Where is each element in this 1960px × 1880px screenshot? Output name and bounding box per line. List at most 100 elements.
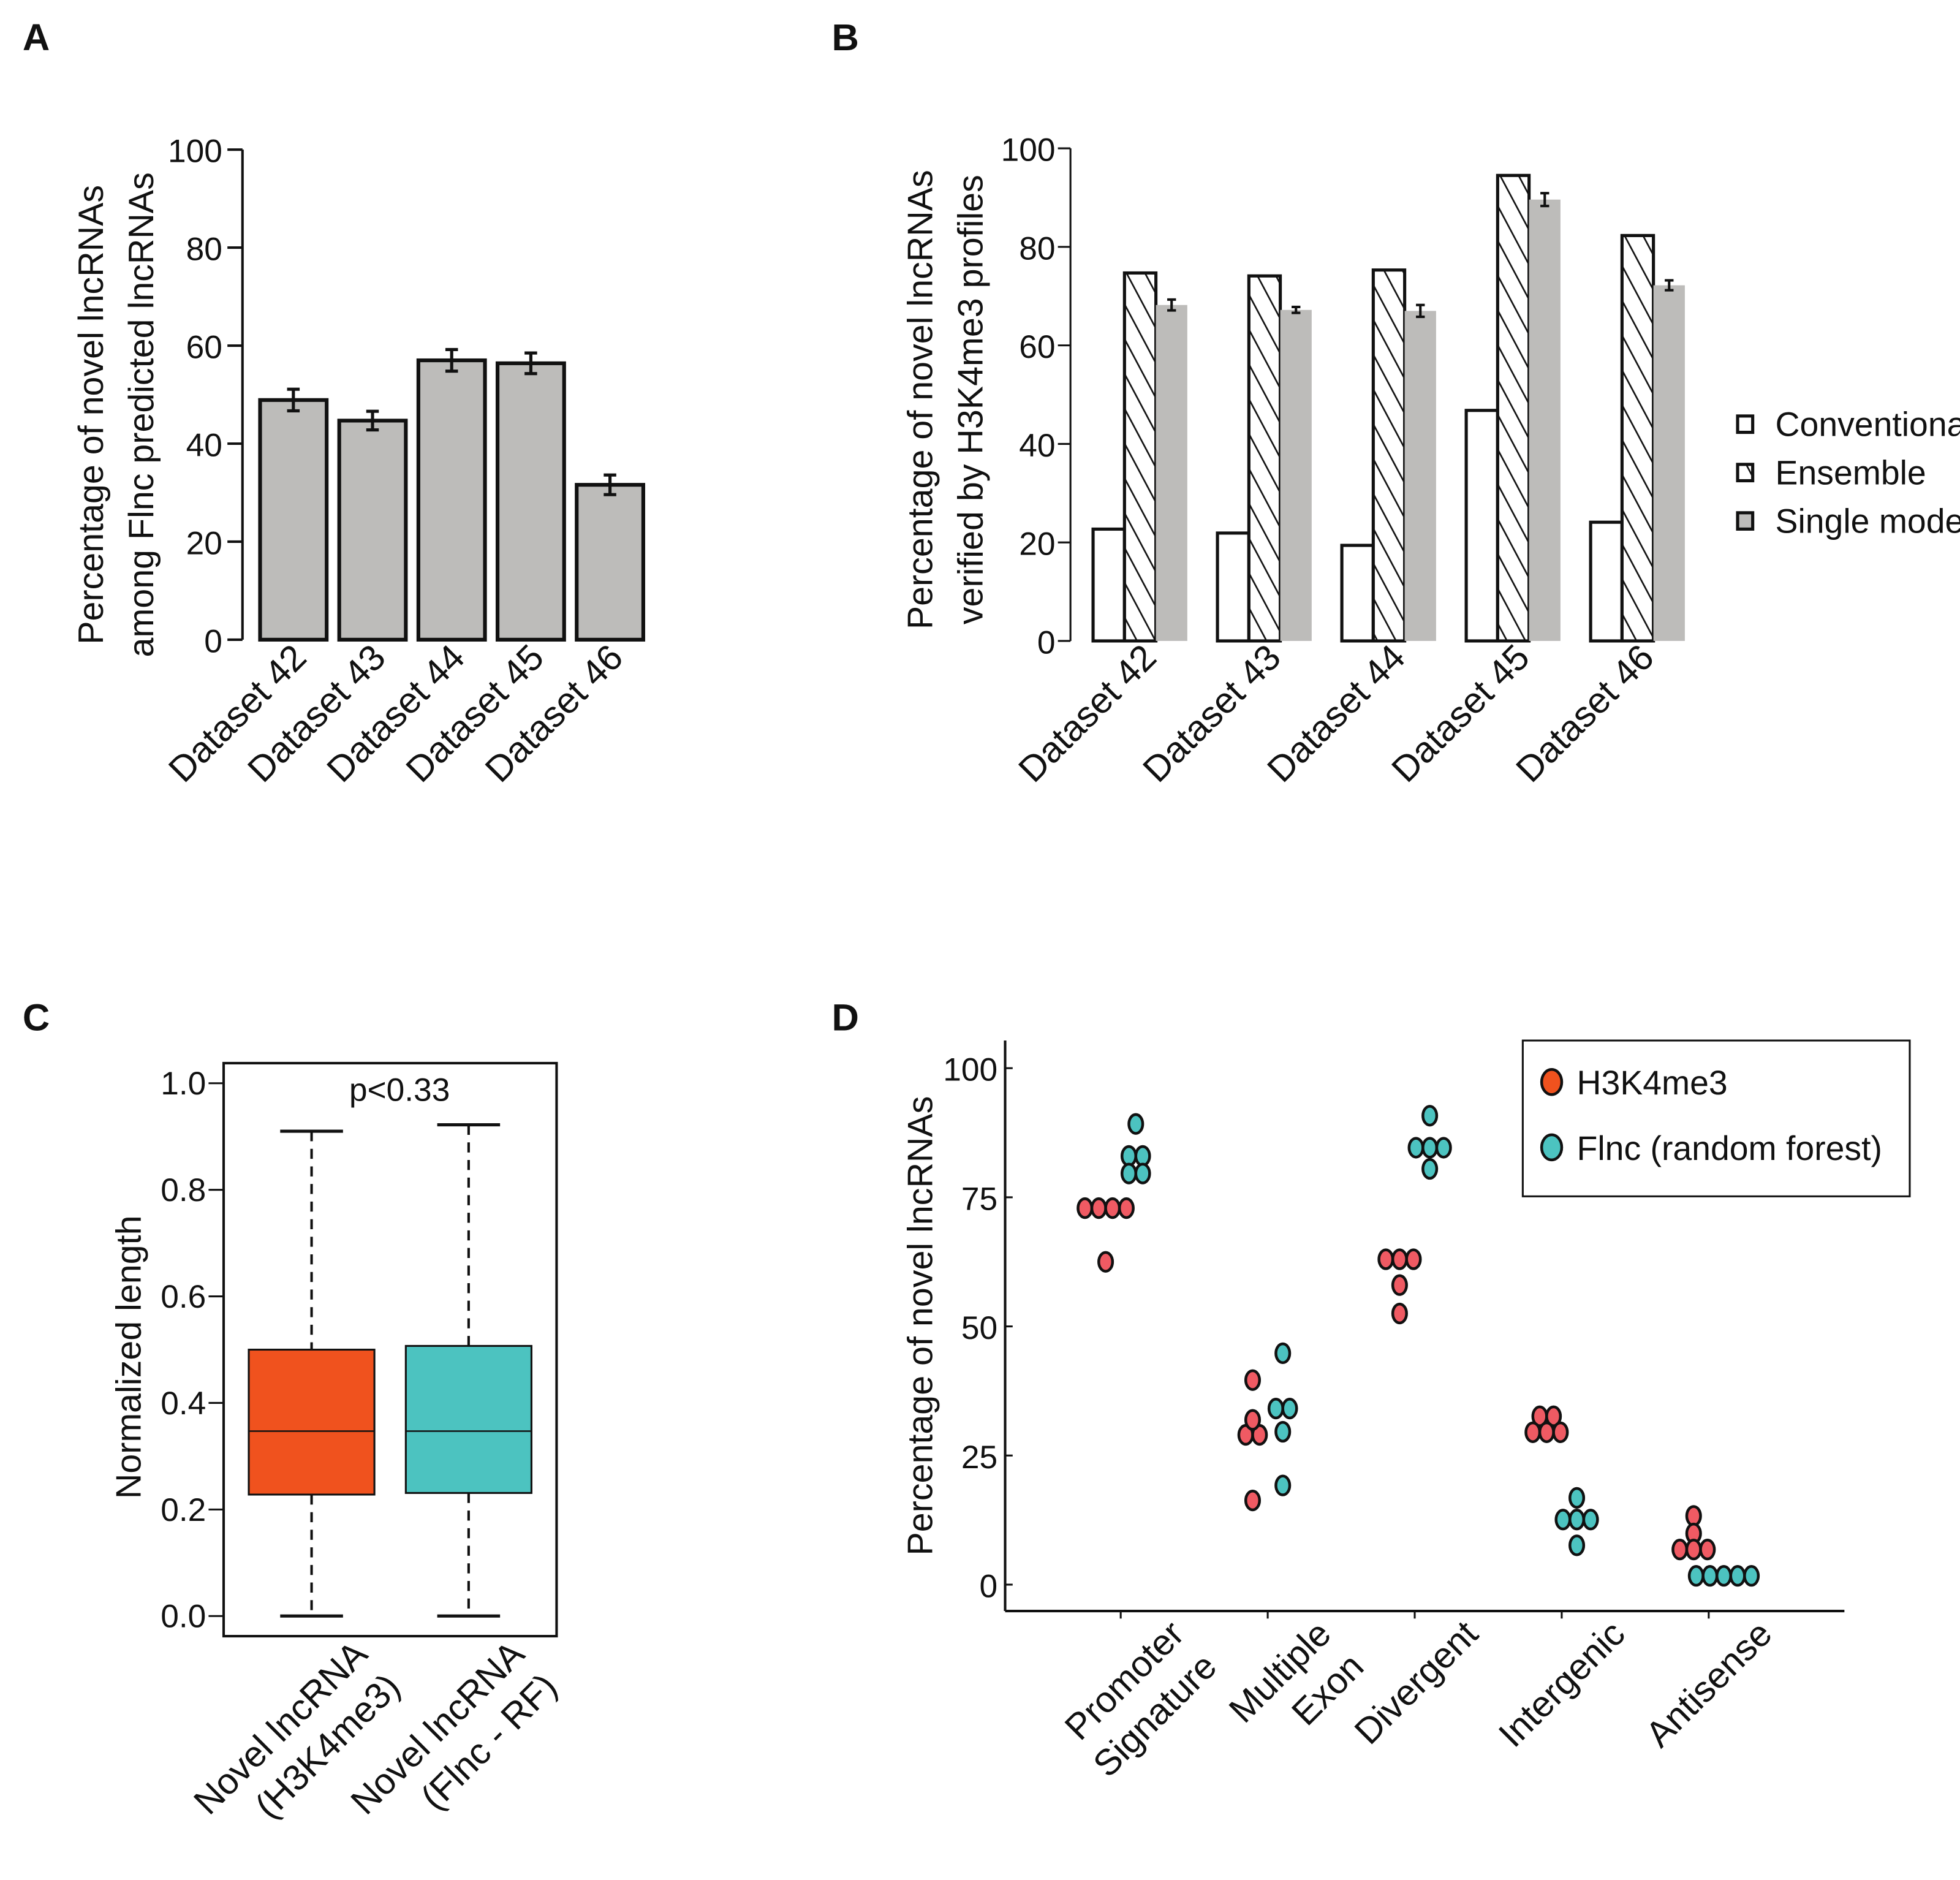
data-point-flnc bbox=[1274, 1342, 1292, 1365]
data-point-flnc bbox=[1435, 1137, 1452, 1159]
y-tick-label: 75 bbox=[961, 1181, 997, 1217]
legend-marker bbox=[1540, 1067, 1564, 1096]
y-tick-label: 80 bbox=[186, 232, 222, 268]
data-point-h3k4me3 bbox=[1377, 1248, 1394, 1270]
panel-label-c: C bbox=[23, 997, 50, 1039]
data-point-h3k4me3 bbox=[1685, 1539, 1702, 1561]
legend-marker bbox=[1540, 1133, 1564, 1162]
y-tick-label: 100 bbox=[943, 1052, 997, 1088]
legend-swatch bbox=[1736, 414, 1755, 434]
data-point-flnc bbox=[1134, 1162, 1151, 1184]
data-point-flnc bbox=[1715, 1565, 1733, 1587]
data-point-flnc bbox=[1407, 1137, 1425, 1159]
bar-single-model bbox=[1156, 305, 1187, 641]
panel-label-d: D bbox=[832, 997, 859, 1039]
y-tick-label: 0.2 bbox=[161, 1492, 206, 1528]
y-tick-label: 60 bbox=[186, 330, 222, 366]
data-point-flnc bbox=[1568, 1509, 1586, 1531]
data-point-h3k4me3 bbox=[1391, 1248, 1408, 1270]
bar-ensemble bbox=[1371, 268, 1407, 643]
data-point-flnc bbox=[1281, 1397, 1298, 1420]
data-point-h3k4me3 bbox=[1090, 1197, 1107, 1219]
bar-conventional bbox=[1340, 544, 1375, 643]
data-point-flnc bbox=[1421, 1137, 1439, 1159]
data-point-flnc bbox=[1743, 1565, 1760, 1587]
data-point-flnc bbox=[1568, 1534, 1586, 1556]
box bbox=[404, 1344, 532, 1494]
data-point-flnc bbox=[1687, 1565, 1705, 1587]
bar-ensemble bbox=[1247, 274, 1282, 643]
bar bbox=[575, 483, 646, 642]
y-axis-label: Percentage of novel lncRNAs bbox=[901, 1096, 940, 1556]
y-tick-label: 100 bbox=[168, 134, 222, 170]
data-point-h3k4me3 bbox=[1244, 1369, 1262, 1391]
bar bbox=[495, 361, 566, 642]
panel-label-b: B bbox=[832, 17, 859, 59]
bar-ensemble bbox=[1122, 271, 1158, 643]
plot-frame bbox=[222, 1061, 558, 1638]
bar-single-model bbox=[1653, 285, 1685, 641]
bar-single-model bbox=[1280, 309, 1312, 641]
data-point-h3k4me3 bbox=[1118, 1197, 1135, 1219]
y-tick-label: 40 bbox=[1019, 428, 1055, 464]
data-point-h3k4me3 bbox=[1076, 1197, 1094, 1219]
data-point-flnc bbox=[1120, 1162, 1138, 1184]
y-tick-label: 100 bbox=[1001, 132, 1056, 169]
data-point-h3k4me3 bbox=[1244, 1489, 1262, 1512]
y-tick-label: 1.0 bbox=[161, 1066, 206, 1102]
y-tick-label: 0 bbox=[1037, 624, 1056, 661]
data-point-flnc bbox=[1127, 1113, 1145, 1135]
y-tick-label: 0.8 bbox=[161, 1172, 206, 1208]
p-value-annotation: p<0.33 bbox=[349, 1072, 450, 1108]
y-tick-label: 20 bbox=[1019, 526, 1055, 563]
legend-label: Conventional bbox=[1776, 406, 1960, 444]
data-point-h3k4me3 bbox=[1524, 1421, 1542, 1443]
bar-single-model bbox=[1404, 311, 1436, 641]
y-tick-label: 80 bbox=[1019, 230, 1055, 267]
data-point-flnc bbox=[1274, 1474, 1292, 1496]
y-tick-label: 0.0 bbox=[161, 1599, 206, 1635]
y-tick-label: 0.6 bbox=[161, 1279, 206, 1315]
bar bbox=[258, 398, 329, 642]
bar-ensemble bbox=[1496, 173, 1531, 643]
y-tick-label: 60 bbox=[1019, 329, 1055, 365]
data-point-h3k4me3 bbox=[1104, 1197, 1121, 1219]
legend-label: Ensemble bbox=[1776, 454, 1926, 492]
y-tick-label: 20 bbox=[186, 525, 222, 561]
data-point-h3k4me3 bbox=[1391, 1302, 1408, 1325]
y-tick-label: 50 bbox=[961, 1310, 997, 1346]
data-point-h3k4me3 bbox=[1244, 1409, 1262, 1431]
y-tick-label: 0.4 bbox=[161, 1385, 206, 1422]
x-tick-label: Intergenic bbox=[1491, 1613, 1633, 1755]
box bbox=[248, 1348, 376, 1496]
data-point-h3k4me3 bbox=[1097, 1251, 1114, 1273]
data-point-h3k4me3 bbox=[1405, 1248, 1422, 1270]
legend-label: H3K4me3 bbox=[1577, 1064, 1728, 1102]
legend-swatch bbox=[1736, 511, 1755, 531]
legend-label: Single model bbox=[1776, 502, 1960, 540]
data-point-h3k4me3 bbox=[1391, 1274, 1408, 1296]
x-tick-label: Divergent bbox=[1347, 1613, 1486, 1753]
y-axis-label: Percentage of novel lncRNAs bbox=[901, 170, 940, 629]
data-point-flnc bbox=[1568, 1487, 1586, 1509]
data-point-h3k4me3 bbox=[1671, 1539, 1689, 1561]
data-point-flnc bbox=[1267, 1397, 1284, 1420]
data-point-h3k4me3 bbox=[1538, 1421, 1555, 1443]
data-point-h3k4me3 bbox=[1552, 1421, 1569, 1443]
data-point-h3k4me3 bbox=[1685, 1505, 1702, 1527]
data-point-flnc bbox=[1554, 1509, 1572, 1531]
y-tick-label: 0 bbox=[204, 623, 222, 659]
data-point-flnc bbox=[1274, 1420, 1292, 1443]
chart-a: 0 20 40 60 80 100 Percentage of novel lncRNAs a… bbox=[72, 134, 646, 790]
data-point-flnc bbox=[1134, 1145, 1151, 1167]
data-point-flnc bbox=[1729, 1565, 1746, 1587]
y-tick-label: 40 bbox=[186, 428, 222, 464]
data-point-flnc bbox=[1421, 1158, 1439, 1180]
panel-label-a: A bbox=[23, 17, 50, 59]
data-point-flnc bbox=[1701, 1565, 1719, 1587]
data-point-flnc bbox=[1582, 1509, 1599, 1531]
legend-swatch bbox=[1736, 463, 1755, 483]
bar bbox=[416, 358, 487, 642]
